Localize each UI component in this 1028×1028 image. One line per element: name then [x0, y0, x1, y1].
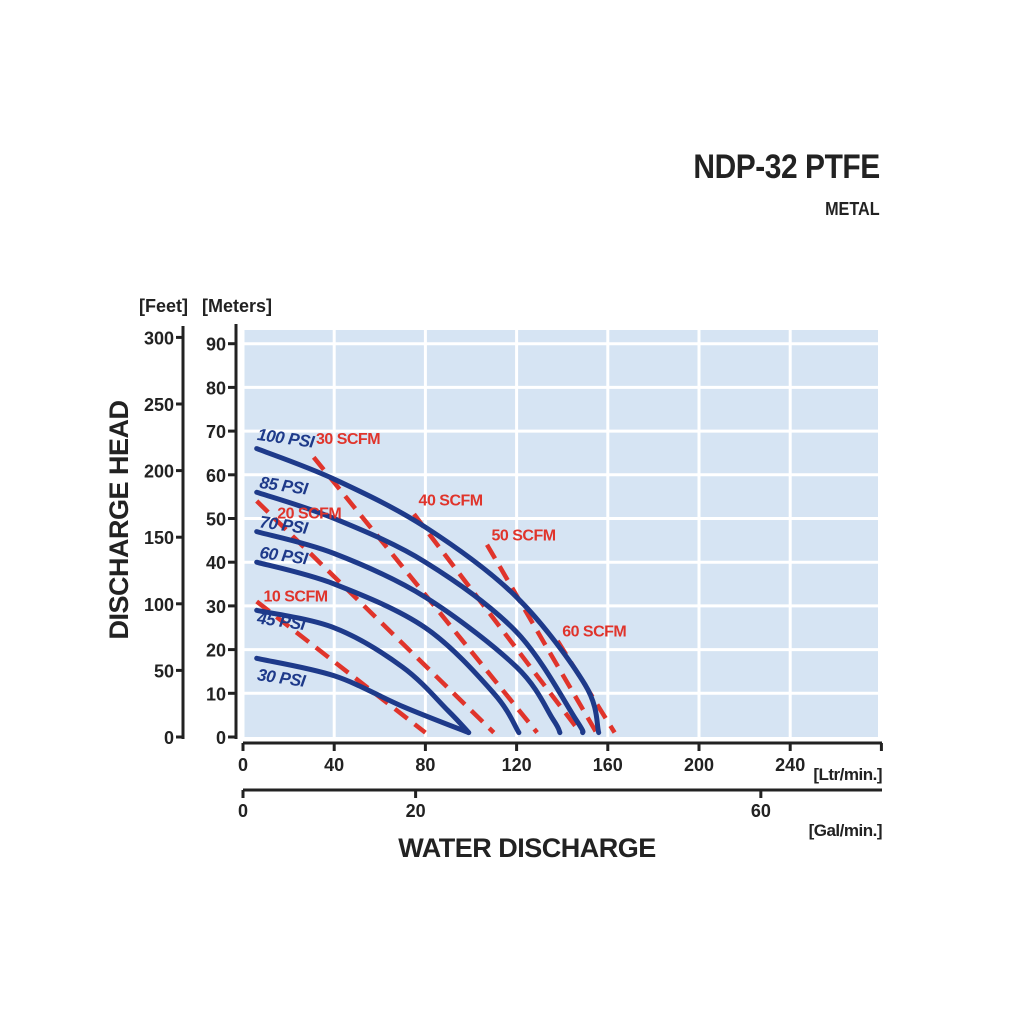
x-tick-label-ltr: 0: [238, 755, 248, 775]
x-tick-label-ltr: 160: [593, 755, 623, 775]
scfm-line: [485, 543, 599, 734]
y-unit-feet: [Feet]: [139, 296, 188, 316]
psi-curve: [254, 607, 472, 736]
psi-curve: [254, 446, 602, 736]
y-tick-label-meters: 80: [206, 378, 226, 398]
chart-title: NDP-32 PTFE: [693, 148, 881, 186]
y-axis-title: DISCHARGE HEAD: [104, 400, 134, 639]
y-tick-label-feet: 300: [144, 328, 174, 348]
y-tick-label-meters: 40: [206, 553, 226, 573]
y-tick-label-feet: 100: [144, 595, 174, 615]
scfm-line: [412, 512, 583, 734]
y-tick-label-meters: 60: [206, 466, 226, 486]
scfm-label: 30 SCFM: [316, 431, 380, 448]
y-tick-label-meters: 10: [206, 684, 226, 704]
x-tick-label-gal: 60: [751, 801, 771, 821]
scfm-label: 50 SCFM: [492, 527, 556, 544]
y-tick-label-meters: 20: [206, 641, 226, 661]
scfm-label: 20 SCFM: [277, 506, 341, 523]
x-axis-title: WATER DISCHARGE: [398, 833, 656, 863]
y-tick-label-feet: 200: [144, 462, 174, 482]
x-tick-label-ltr: 200: [684, 755, 714, 775]
y-tick-label-meters: 50: [206, 510, 226, 530]
scfm-label: 40 SCFM: [419, 492, 483, 509]
x-unit-ltr: [Ltr/min.]: [813, 765, 882, 784]
y-tick-label-feet: 150: [144, 528, 174, 548]
x-tick-label-ltr: 40: [324, 755, 344, 775]
y-tick-label-feet: 250: [144, 395, 174, 415]
scfm-label: 60 SCFM: [562, 623, 626, 640]
scfm-line: [255, 599, 427, 735]
y-tick-label-meters: 70: [206, 422, 226, 442]
chart-subtitle: METAL: [825, 199, 880, 219]
x-unit-gal: [Gal/min.]: [809, 821, 882, 840]
y-tick-label-meters: 0: [216, 728, 226, 748]
x-tick-label-gal: 20: [406, 801, 426, 821]
x-tick-label-ltr: 80: [415, 755, 435, 775]
plot-background: [243, 330, 878, 737]
x-tick-label-ltr: 240: [775, 755, 805, 775]
psi-curve: [254, 655, 472, 736]
y-unit-meters: [Meters]: [202, 296, 272, 316]
y-tick-label-meters: 30: [206, 597, 226, 617]
y-tick-label-feet: 0: [164, 728, 174, 748]
y-tick-label-feet: 50: [154, 661, 174, 681]
psi-curve: [254, 559, 522, 736]
psi-curve: [254, 489, 586, 736]
x-tick-label-gal: 0: [238, 801, 248, 821]
x-tick-label-ltr: 120: [502, 755, 532, 775]
scfm-label: 10 SCFM: [264, 589, 328, 606]
y-tick-label-meters: 90: [206, 335, 226, 355]
psi-curve: [254, 529, 563, 736]
